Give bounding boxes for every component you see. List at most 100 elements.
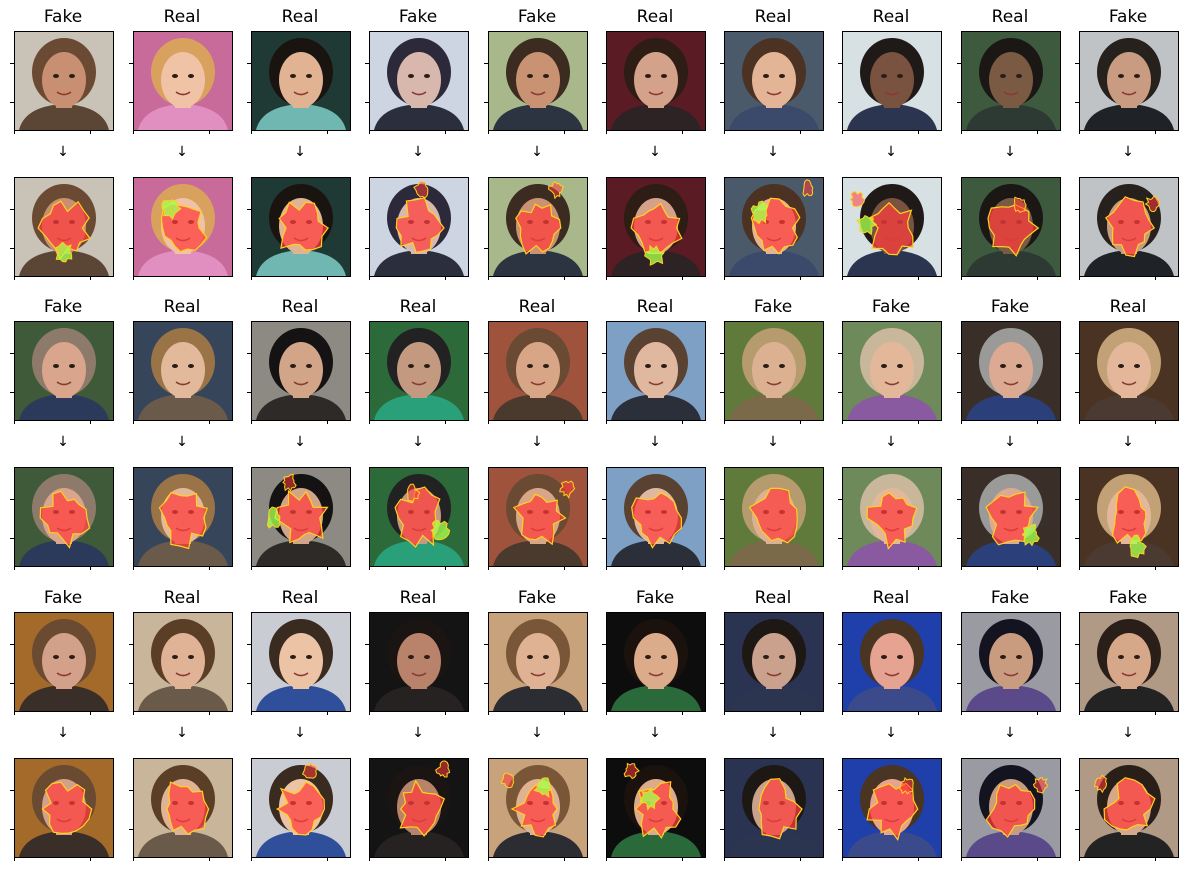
original-face-photo bbox=[1079, 612, 1179, 712]
y-axis-tick bbox=[1075, 790, 1079, 791]
x-axis-tick bbox=[488, 130, 489, 134]
mouth bbox=[175, 672, 191, 677]
y-axis-tick bbox=[365, 63, 369, 64]
clothing bbox=[19, 685, 109, 711]
heatmap-region bbox=[1032, 777, 1048, 794]
y-axis-tick bbox=[484, 209, 488, 210]
arrow-down-icon: ↓ bbox=[412, 725, 424, 741]
face bbox=[516, 342, 560, 398]
heatmap-secondary-region bbox=[161, 199, 182, 220]
heatmap-region bbox=[158, 491, 208, 550]
x-axis-tick bbox=[842, 276, 843, 280]
left-eye bbox=[527, 74, 533, 78]
left-eye bbox=[527, 655, 533, 659]
saliency-overlay-photo bbox=[369, 177, 469, 277]
x-axis-tick bbox=[842, 711, 843, 715]
arrow-down-icon: ↓ bbox=[412, 144, 424, 160]
y-axis-tick bbox=[10, 248, 14, 249]
face bbox=[42, 342, 86, 398]
saliency-overlay-photo bbox=[488, 467, 588, 567]
y-axis-tick bbox=[10, 392, 14, 393]
x-axis-tick bbox=[133, 566, 134, 570]
y-axis-tick bbox=[602, 63, 606, 64]
x-axis-tick bbox=[961, 130, 962, 134]
right-eye bbox=[188, 655, 194, 659]
left-eye bbox=[53, 655, 59, 659]
y-axis-tick bbox=[10, 644, 14, 645]
y-axis-tick bbox=[602, 790, 606, 791]
x-axis-tick bbox=[1037, 276, 1038, 280]
x-axis-tick bbox=[1079, 420, 1080, 424]
y-axis-tick bbox=[957, 538, 961, 539]
original-face-photo bbox=[488, 31, 588, 131]
x-axis-tick bbox=[800, 420, 801, 424]
arrow-down-icon: ↓ bbox=[57, 144, 69, 160]
y-axis-tick bbox=[602, 538, 606, 539]
face bbox=[279, 52, 323, 108]
heatmap-region bbox=[559, 480, 576, 499]
y-axis-tick bbox=[10, 538, 14, 539]
left-eye bbox=[1000, 655, 1006, 659]
y-axis-tick bbox=[484, 63, 488, 64]
clothing bbox=[847, 104, 937, 130]
arrow-down-icon: ↓ bbox=[1122, 144, 1134, 160]
heatmap-region bbox=[1104, 196, 1156, 258]
clothing bbox=[138, 540, 228, 566]
x-axis-tick bbox=[842, 130, 843, 134]
y-axis-tick bbox=[1075, 829, 1079, 830]
clothing bbox=[1084, 540, 1174, 566]
y-axis-tick bbox=[129, 829, 133, 830]
heatmap-secondary-region bbox=[639, 786, 661, 811]
y-axis-tick bbox=[247, 392, 251, 393]
panel-title-label: Fake bbox=[43, 7, 83, 27]
x-axis-tick bbox=[800, 857, 801, 861]
x-axis-tick bbox=[564, 420, 565, 424]
x-axis-tick bbox=[724, 711, 725, 715]
face bbox=[634, 633, 678, 689]
y-axis-tick bbox=[602, 683, 606, 684]
x-axis-tick bbox=[918, 420, 919, 424]
face bbox=[161, 633, 205, 689]
y-axis-tick bbox=[838, 353, 842, 354]
clothing bbox=[729, 104, 819, 130]
right-eye bbox=[69, 74, 75, 78]
y-axis-tick bbox=[365, 209, 369, 210]
x-axis-tick bbox=[682, 566, 683, 570]
right-eye bbox=[424, 364, 430, 368]
face bbox=[279, 342, 323, 398]
original-face-photo bbox=[606, 321, 706, 421]
x-axis-tick bbox=[327, 566, 328, 570]
y-axis-tick bbox=[10, 829, 14, 830]
x-axis-tick bbox=[369, 276, 370, 280]
arrow-down-icon: ↓ bbox=[176, 144, 188, 160]
y-axis-tick bbox=[957, 499, 961, 500]
arrow-down-icon: ↓ bbox=[885, 725, 897, 741]
x-axis-tick bbox=[1155, 711, 1156, 715]
clothing bbox=[847, 250, 937, 276]
panel-title-label: Real bbox=[399, 588, 437, 608]
y-axis-tick bbox=[10, 499, 14, 500]
original-face-photo bbox=[14, 612, 114, 712]
original-face-photo bbox=[961, 612, 1061, 712]
arrow-down-icon: ↓ bbox=[767, 144, 779, 160]
heatmap-secondary-region bbox=[266, 506, 281, 529]
y-axis-tick bbox=[484, 102, 488, 103]
panel-title-label: Fake bbox=[517, 7, 557, 27]
saliency-overlay-photo bbox=[133, 758, 233, 858]
x-axis-tick bbox=[14, 276, 15, 280]
left-eye bbox=[881, 655, 887, 659]
arrow-down-icon: ↓ bbox=[767, 725, 779, 741]
clothing bbox=[966, 540, 1056, 566]
left-eye bbox=[645, 364, 651, 368]
mouth bbox=[1121, 672, 1137, 677]
mouth bbox=[766, 672, 782, 677]
original-face-photo bbox=[1079, 31, 1179, 131]
x-axis-tick bbox=[606, 130, 607, 134]
x-axis-tick bbox=[1079, 566, 1080, 570]
x-axis-tick bbox=[961, 711, 962, 715]
saliency-overlay-photo bbox=[133, 467, 233, 567]
clothing bbox=[611, 104, 701, 130]
panel-title-label: Fake bbox=[990, 297, 1030, 317]
y-axis-tick bbox=[838, 829, 842, 830]
